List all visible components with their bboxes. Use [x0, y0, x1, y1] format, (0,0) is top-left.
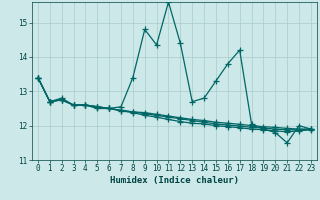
X-axis label: Humidex (Indice chaleur): Humidex (Indice chaleur)	[110, 176, 239, 185]
